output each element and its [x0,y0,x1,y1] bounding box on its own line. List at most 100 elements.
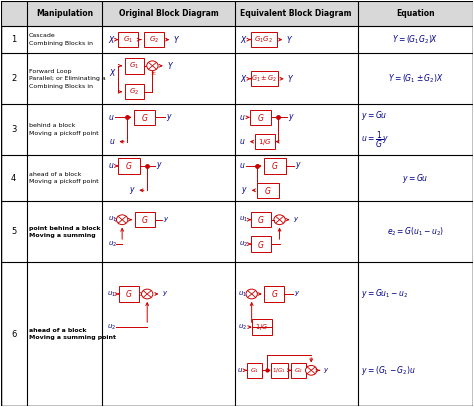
Text: $G$: $G$ [257,239,265,249]
Bar [118,32,138,47]
Text: $u$: $u$ [237,366,244,374]
Text: Parallel; or Eliminating a: Parallel; or Eliminating a [28,76,105,81]
Bar [252,319,272,335]
Text: $u_2$: $u_2$ [238,322,247,332]
Bar [251,32,277,47]
Text: $y$: $y$ [323,366,330,375]
Text: $u_2$: $u_2$ [239,239,248,249]
Text: $X$: $X$ [109,67,117,78]
Text: $u$: $u$ [109,137,116,146]
Bar [0,1,474,26]
Bar [257,183,279,198]
Bar [118,158,140,174]
Circle shape [306,365,317,375]
Bar [264,158,286,174]
Text: $u_1$: $u_1$ [107,289,116,299]
Text: $1/G_1$: $1/G_1$ [272,366,286,375]
Text: behind a block: behind a block [28,123,75,128]
Text: Combining Blocks in: Combining Blocks in [28,41,92,46]
Text: $y$: $y$ [165,112,173,123]
Text: $y$: $y$ [163,215,169,224]
Text: $G$: $G$ [257,214,265,225]
Text: point behind a block: point behind a block [28,226,100,231]
Text: Moving a summing point: Moving a summing point [28,335,116,341]
Text: $G_1\pm G_2$: $G_1\pm G_2$ [251,74,277,84]
Text: 6: 6 [11,330,17,339]
Text: Equivalent Block Diagram: Equivalent Block Diagram [240,9,352,18]
Text: 2: 2 [11,74,16,83]
Text: Combining Blocks in: Combining Blocks in [28,83,92,89]
Text: $G$: $G$ [125,160,133,171]
Bar [247,363,262,378]
Text: $u$: $u$ [239,162,246,171]
Text: $u = \dfrac{1}{G}y$: $u = \dfrac{1}{G}y$ [361,129,389,150]
Text: $y = Gu$: $y = Gu$ [402,172,428,185]
Text: $y$: $y$ [293,215,300,224]
Bar [125,84,144,99]
Text: $X$: $X$ [240,73,248,84]
Text: $Y$: $Y$ [286,34,293,45]
Text: Forward Loop: Forward Loop [28,69,71,74]
Text: ahead of a block: ahead of a block [28,172,81,177]
Text: $u$: $u$ [108,113,114,122]
Bar [255,134,275,149]
Text: $u_1$: $u_1$ [238,289,247,299]
Text: $y$: $y$ [295,160,302,171]
Bar [271,363,288,378]
Circle shape [117,215,128,225]
Text: $Y=(G_1G_2)X$: $Y=(G_1G_2)X$ [392,33,438,46]
Text: 4: 4 [11,174,16,183]
Text: $y$: $y$ [162,289,169,298]
Bar [119,286,139,302]
Circle shape [142,289,153,299]
Text: Manipulation: Manipulation [36,9,93,18]
Text: $Y$: $Y$ [173,34,180,45]
Text: $u$: $u$ [239,113,246,122]
Text: $G_1$: $G_1$ [250,366,259,375]
Text: 1: 1 [11,35,16,44]
Text: 3: 3 [11,125,17,134]
Circle shape [147,61,158,71]
Text: $G$: $G$ [264,185,272,196]
Text: $G$: $G$ [271,160,279,171]
Text: $y$: $y$ [156,160,163,171]
Text: $Y=(G_1\pm G_2)X$: $Y=(G_1\pm G_2)X$ [388,72,443,85]
Text: $G_2$: $G_2$ [149,35,159,45]
Text: ahead of a block: ahead of a block [28,328,86,333]
Bar [251,236,271,252]
Text: $\pm$: $\pm$ [150,69,156,77]
Text: $e_2 = G(u_1 - u_2)$: $e_2 = G(u_1 - u_2)$ [387,225,444,238]
Text: $1/G$: $1/G$ [255,322,268,332]
Text: $G_1$: $G_1$ [123,35,133,45]
Text: $G$: $G$ [141,214,149,225]
Text: $y$: $y$ [294,289,300,298]
Text: $u$: $u$ [239,137,246,146]
Circle shape [274,215,285,225]
Text: $G$: $G$ [256,112,264,123]
Text: $u_2$: $u_2$ [107,322,116,332]
Text: $X$: $X$ [108,34,116,45]
Bar [125,58,144,74]
Text: Moving a summing: Moving a summing [28,233,95,238]
Text: Moving a pickoff point: Moving a pickoff point [28,131,98,136]
Text: $G_1$: $G_1$ [129,61,139,71]
Text: Moving a pickoff point: Moving a pickoff point [28,179,98,184]
Text: $G$: $G$ [141,112,148,123]
Bar [250,109,271,125]
Text: $G_2$: $G_2$ [294,366,303,375]
Text: Original Block Diagram: Original Block Diagram [118,9,219,18]
Text: $y$: $y$ [288,112,294,123]
Bar [251,212,271,228]
Bar [134,109,155,125]
Bar [144,32,164,47]
Text: 5: 5 [11,228,16,236]
Text: $Y$: $Y$ [287,73,294,84]
Text: $u$: $u$ [108,162,114,171]
Text: $y = Gu$: $y = Gu$ [361,109,388,122]
Text: $y$: $y$ [128,185,136,196]
Text: $1/G$: $1/G$ [258,137,272,147]
Text: $G$: $G$ [271,289,278,300]
Text: Cascade: Cascade [28,33,55,39]
Text: $G_2$: $G_2$ [129,87,139,97]
Text: Equation: Equation [396,9,435,18]
